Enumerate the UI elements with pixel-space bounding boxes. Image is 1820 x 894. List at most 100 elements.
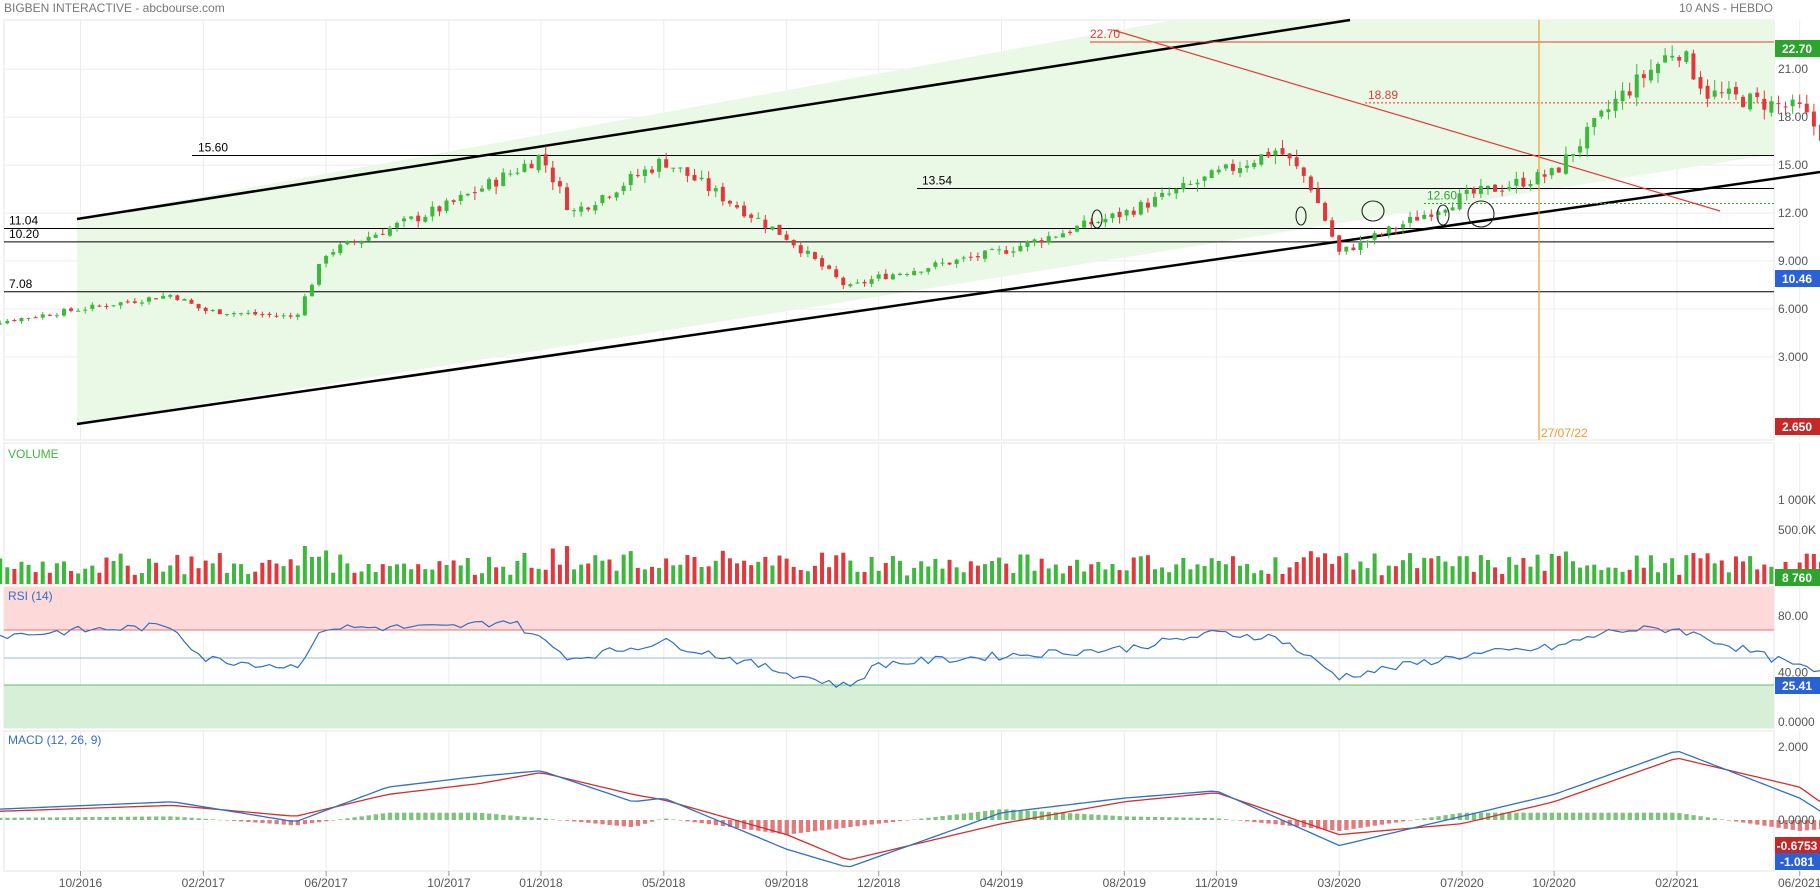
rsi-last-badge-text: 25.41	[1782, 679, 1812, 693]
x-axis-label: 07/2020	[1440, 876, 1484, 890]
macd-histogram-bar	[111, 816, 116, 820]
candle-body	[1089, 221, 1094, 225]
macd-histogram-bar	[309, 820, 315, 824]
macd-histogram-bar	[642, 820, 648, 824]
volume-bar	[430, 569, 435, 584]
volume-bar	[1663, 563, 1668, 584]
macd-histogram-bar	[394, 812, 400, 820]
x-axis-label: 06/2021	[1778, 876, 1820, 890]
candle-body	[47, 314, 52, 316]
candle-body	[26, 317, 31, 319]
candle-body	[437, 206, 442, 212]
volume-bar	[657, 567, 662, 584]
candle-body	[1018, 245, 1023, 252]
volume-bar	[735, 563, 740, 584]
volume-bar	[373, 572, 378, 584]
volume-bar	[1386, 565, 1391, 584]
volume-bar	[1294, 562, 1299, 584]
candle-body	[444, 200, 449, 211]
candle-body	[338, 244, 343, 254]
macd-histogram-bar	[1145, 816, 1151, 820]
volume-bar	[479, 573, 484, 584]
volume-bar	[423, 569, 428, 584]
volume-bar	[331, 572, 336, 584]
candle-body	[1535, 172, 1540, 185]
macd-histogram-bar	[479, 812, 485, 820]
volume-bar	[210, 563, 215, 584]
candle-body	[246, 312, 251, 314]
volume-bar	[1478, 555, 1483, 584]
chart-period: 10 ANS - HEBDO	[1679, 1, 1773, 15]
candle-body	[1585, 126, 1590, 149]
x-axis-label: 04/2019	[980, 876, 1024, 890]
volume-tick-label-1000k: 1 000K	[1778, 493, 1816, 507]
candle-body	[536, 155, 541, 171]
macd-histogram-bar	[1032, 811, 1037, 820]
candle-body	[1400, 224, 1405, 228]
macd-histogram-bar	[834, 820, 839, 829]
bottom-badge-text: 2.650	[1782, 420, 1812, 434]
candle-body	[380, 233, 385, 235]
volume-bar	[1684, 555, 1689, 584]
candle-body	[784, 234, 789, 240]
volume-bar	[720, 550, 725, 584]
volume-bar	[515, 561, 520, 584]
candle-body	[1301, 167, 1306, 176]
macd-histogram-bar	[1429, 817, 1434, 820]
candle-body	[1103, 218, 1108, 223]
volume-bar	[416, 564, 421, 584]
volume-bar	[324, 550, 329, 584]
volume-bar	[1755, 569, 1760, 584]
macd-histogram-bar	[224, 820, 230, 821]
macd-histogram-bar	[1167, 817, 1172, 820]
macd-histogram-bar	[1046, 811, 1052, 820]
macd-histogram-bar	[83, 817, 88, 820]
volume-bar	[487, 556, 492, 584]
volume-bar	[1018, 554, 1023, 584]
candle-body	[83, 309, 88, 311]
macd-histogram-bar	[897, 820, 903, 822]
candle-body	[69, 308, 74, 311]
volume-bar	[246, 574, 251, 584]
volume-bar	[472, 574, 477, 584]
volume-bar	[1443, 561, 1448, 584]
trend-channel-fill	[77, 20, 1774, 424]
candle-body	[1698, 77, 1703, 89]
macd-histogram-bar	[1344, 820, 1349, 830]
volume-bar	[253, 571, 258, 584]
volume-bar	[1138, 556, 1143, 584]
candle-body	[1712, 90, 1717, 97]
macd-histogram-bar	[203, 818, 208, 820]
candle-body	[487, 179, 492, 190]
macd-histogram-bar	[232, 820, 237, 821]
price-level-label: 7.08	[9, 277, 33, 291]
macd-histogram-bar	[869, 820, 874, 825]
candle-body	[515, 172, 520, 174]
macd-histogram-bar	[1075, 813, 1080, 820]
volume-bar	[742, 560, 747, 584]
candle-body	[735, 205, 740, 208]
volume-bar	[1301, 557, 1306, 584]
macd-axis-ticks: 0.0000 2.000	[1778, 740, 1815, 827]
volume-bar	[281, 566, 286, 584]
macd-histogram-bar	[161, 816, 166, 820]
macd-histogram-bar	[1514, 812, 1519, 820]
macd-histogram-bar	[1351, 820, 1356, 829]
macd-histogram-bar	[1528, 812, 1533, 820]
x-axis-label: 10/2016	[59, 876, 103, 890]
candle-body	[317, 264, 322, 285]
macd-histogram-bar	[1521, 812, 1526, 820]
volume-bar	[664, 558, 669, 584]
macd-histogram-bar	[1570, 812, 1576, 820]
volume-bar	[1549, 553, 1554, 584]
candle-body	[1528, 184, 1533, 187]
macd-histogram-bar	[5, 817, 10, 820]
candle-body	[1719, 92, 1724, 94]
support-circle	[1436, 204, 1450, 226]
candle-body	[1670, 55, 1675, 58]
volume-bar	[1060, 573, 1065, 584]
candle-body	[834, 269, 839, 278]
macd-histogram-bar	[1585, 812, 1590, 820]
rsi-overbought-zone	[4, 587, 1774, 630]
volume-bar	[1748, 556, 1753, 584]
